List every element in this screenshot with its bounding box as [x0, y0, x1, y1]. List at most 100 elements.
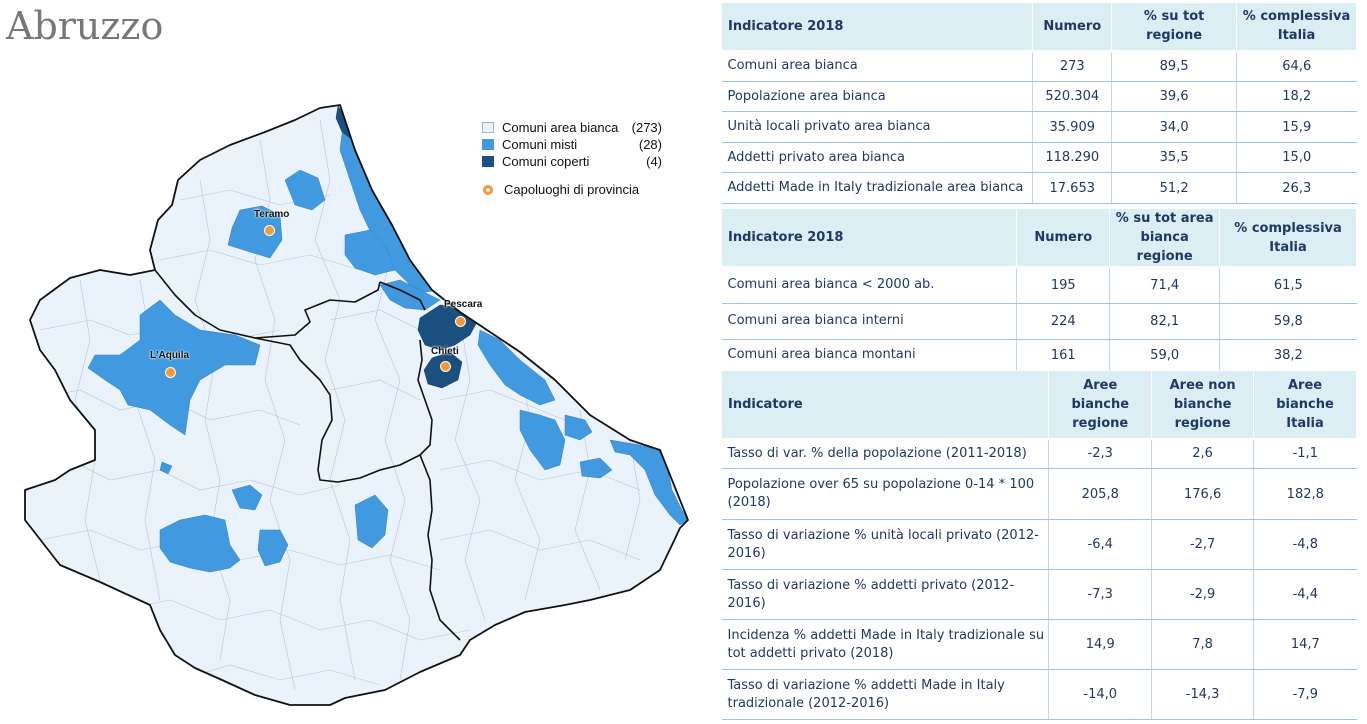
legend-label: Comuni area bianca: [502, 120, 619, 135]
legend-swatch-coperti: [482, 156, 494, 167]
table-cell: 59,8: [1219, 303, 1357, 340]
table-cell: 14,9: [1048, 619, 1153, 670]
table-cell: Addetti Made in Italy tradizionale area …: [721, 172, 1034, 204]
capoluogo-marker-chieti: [440, 361, 451, 372]
table-cell: 39,6: [1111, 81, 1238, 112]
table-cell: Tasso di var. % della popolazione (2011-…: [721, 438, 1050, 469]
column-header: Indicatore: [720, 370, 1050, 440]
table-cell: -6,4: [1048, 519, 1153, 570]
table-cell: 35.909: [1032, 111, 1113, 143]
table-cell: 224: [1016, 303, 1111, 340]
table-cell: Tasso di variazione % unità locali priva…: [721, 519, 1050, 570]
legend-swatch-area-bianca: [482, 122, 494, 133]
province-borders: [154, 269, 461, 641]
legend-count: (28): [638, 137, 662, 152]
table-cell: 15,0: [1236, 142, 1357, 173]
region-outline: [24, 104, 689, 706]
city-label-chieti: Chieti: [431, 346, 459, 357]
city-label-teramo: Teramo: [254, 209, 290, 220]
table-cell: 51,2: [1111, 172, 1238, 204]
column-header: Aree non bianche regione: [1151, 370, 1255, 440]
table-row: Unità locali privato area bianca 35.909 34…: [721, 111, 1357, 143]
table-row: Tasso di var. % della popolazione (2011-…: [721, 438, 1357, 469]
table-cell: 182,8: [1253, 468, 1357, 520]
table-cell: Comuni area bianca: [721, 50, 1034, 82]
table-row: Tasso di variazione % unità locali priva…: [721, 519, 1357, 570]
capoluogo-marker-laquila: [165, 367, 176, 378]
table-indicatori-2: Indicatore 2018 Numero % su tot area bia…: [720, 208, 1357, 372]
legend-item-misti: Comuni misti (28): [482, 137, 662, 154]
table-cell: 161: [1016, 339, 1111, 372]
table-cell: -1,1: [1253, 438, 1357, 469]
legend-swatch-misti: [482, 139, 494, 150]
table-row: Incidenza % addetti Made in Italy tradiz…: [721, 619, 1357, 670]
table-cell: -2,3: [1048, 438, 1153, 469]
legend-count: (273): [631, 120, 662, 135]
column-header: Aree bianche regione: [1048, 370, 1153, 440]
capoluogo-marker-teramo: [264, 225, 275, 236]
table-cell: -7,3: [1048, 569, 1153, 620]
city-label-laquila: L'Aquila: [150, 350, 190, 361]
table-cell: 26,3: [1236, 172, 1357, 204]
table-cell: 38,2: [1219, 339, 1357, 372]
capoluogo-icon: [483, 185, 493, 195]
table-cell: 34,0: [1111, 111, 1238, 143]
table-cell: 15,9: [1236, 111, 1357, 143]
legend-item-capoluoghi: Capoluoghi di provincia: [482, 182, 682, 200]
column-header: % su tot area bianca regione: [1109, 208, 1221, 268]
table-header-row: Indicatore 2018 Numero % su tot area bia…: [720, 208, 1357, 268]
table-cell: Tasso di variazione % addetti privato (2…: [721, 569, 1050, 620]
map-legend: Comuni area bianca (273) Comuni misti (2…: [482, 120, 662, 197]
column-header: Numero: [1016, 208, 1111, 268]
table-cell: 273: [1032, 50, 1113, 82]
table-row: Comuni area bianca < 2000 ab. 195 71,4 61,5: [721, 267, 1357, 304]
table-cell: 2,6: [1151, 438, 1255, 469]
table-cell: Incidenza % addetti Made in Italy tradiz…: [721, 619, 1050, 670]
legend-item-coperti: Comuni coperti (4): [482, 154, 662, 171]
table-row: Tasso di variazione % addetti Made in It…: [721, 669, 1357, 720]
table-cell: 82,1: [1109, 303, 1221, 340]
table-cell: -2,7: [1151, 519, 1255, 570]
table-row: Addetti privato area bianca 118.290 35,5 15…: [721, 142, 1357, 173]
table-cell: 18,2: [1236, 81, 1357, 112]
table-cell: 61,5: [1219, 267, 1357, 304]
legend-label: Comuni misti: [502, 137, 578, 152]
table-row: Comuni area bianca montani 161 59,0 38,2: [721, 339, 1357, 372]
table-cell: 118.290: [1032, 142, 1113, 173]
column-header: Indicatore 2018: [720, 2, 1034, 52]
table-row: Comuni area bianca 273 89,5 64,6: [721, 50, 1357, 82]
table-cell: -14,3: [1151, 669, 1255, 720]
legend-label: Comuni coperti: [502, 154, 590, 169]
table-cell: 17.653: [1032, 172, 1113, 204]
column-header: Indicatore 2018: [720, 208, 1018, 268]
table-cell: Unità locali privato area bianca: [721, 111, 1034, 143]
table-cell: -14,0: [1048, 669, 1153, 720]
table-cell: 64,6: [1236, 50, 1357, 82]
table-cell: 7,8: [1151, 619, 1255, 670]
column-header: % complessiva Italia: [1219, 208, 1357, 268]
table-cell: 35,5: [1111, 142, 1238, 173]
table-cell: 176,6: [1151, 468, 1255, 520]
table-cell: Comuni area bianca < 2000 ab.: [721, 267, 1018, 304]
table-cell: 520.304: [1032, 81, 1113, 112]
table-cell: -4,8: [1253, 519, 1357, 570]
abruzzo-map: [24, 104, 689, 706]
table-cell: -2,9: [1151, 569, 1255, 620]
table-cell: 14,7: [1253, 619, 1357, 670]
table-cell: 205,8: [1048, 468, 1153, 520]
table-cell: 59,0: [1109, 339, 1221, 372]
table-indicatori-3: Indicatore Aree bianche regione Aree non…: [720, 370, 1357, 720]
column-header: % complessiva Italia: [1236, 2, 1357, 52]
table-row: Tasso di variazione % addetti privato (2…: [721, 569, 1357, 620]
table-indicatori-1: Indicatore 2018 Numero % su tot regione …: [720, 2, 1357, 204]
table-cell: 89,5: [1111, 50, 1238, 82]
table-row: Addetti Made in Italy tradizionale area …: [721, 172, 1357, 204]
table-cell: -4,4: [1253, 569, 1357, 620]
capoluogo-marker-pescara: [455, 316, 466, 327]
column-header: Numero: [1032, 2, 1113, 52]
column-header: Aree bianche Italia: [1253, 370, 1357, 440]
page-title: Abruzzo: [6, 4, 164, 48]
table-cell: Popolazione over 65 su popolazione 0-14 …: [721, 468, 1050, 520]
table-header-row: Indicatore Aree bianche regione Aree non…: [720, 370, 1357, 440]
legend-count: (4): [646, 154, 662, 169]
